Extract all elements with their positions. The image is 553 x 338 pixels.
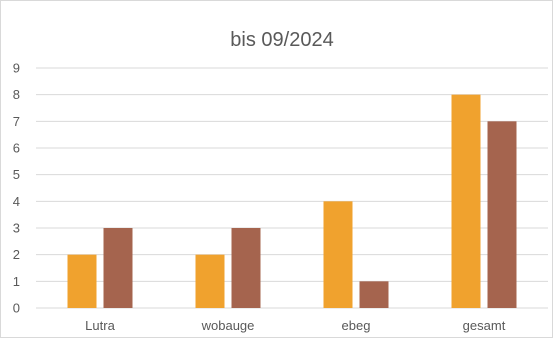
y-tick-label: 6 [13, 141, 20, 156]
y-tick-label: 7 [13, 114, 20, 129]
y-tick-label: 9 [13, 61, 20, 76]
y-tick-label: 3 [13, 221, 20, 236]
y-tick-label: 5 [13, 167, 20, 182]
bar-gesamt-series-2 [487, 121, 517, 308]
x-tick-label-wobauge: wobauge [201, 318, 255, 333]
y-axis-ticks: 0 1 2 3 4 5 6 7 8 9 [13, 61, 20, 316]
bar-wobauge-series-1 [195, 254, 225, 308]
x-axis-ticks: Lutra wobauge ebeg gesamt [85, 318, 506, 333]
bar-ebeg-series-2 [359, 281, 389, 308]
y-tick-label: 2 [13, 247, 20, 262]
x-tick-label-ebeg: ebeg [342, 318, 371, 333]
bar-gesamt-series-1 [451, 94, 481, 309]
x-tick-label-lutra: Lutra [85, 318, 115, 333]
y-tick-label: 8 [13, 87, 20, 102]
bars [67, 94, 517, 309]
y-tick-label: 1 [13, 274, 20, 289]
y-tick-label: 0 [13, 301, 20, 316]
x-tick-label-gesamt: gesamt [463, 318, 506, 333]
bar-wobauge-series-2 [231, 228, 261, 308]
bar-lutra-series-2 [103, 228, 133, 308]
chart-title: bis 09/2024 [230, 29, 333, 51]
y-tick-label: 4 [13, 194, 20, 209]
bar-ebeg-series-1 [323, 201, 353, 308]
bar-lutra-series-1 [67, 254, 97, 308]
